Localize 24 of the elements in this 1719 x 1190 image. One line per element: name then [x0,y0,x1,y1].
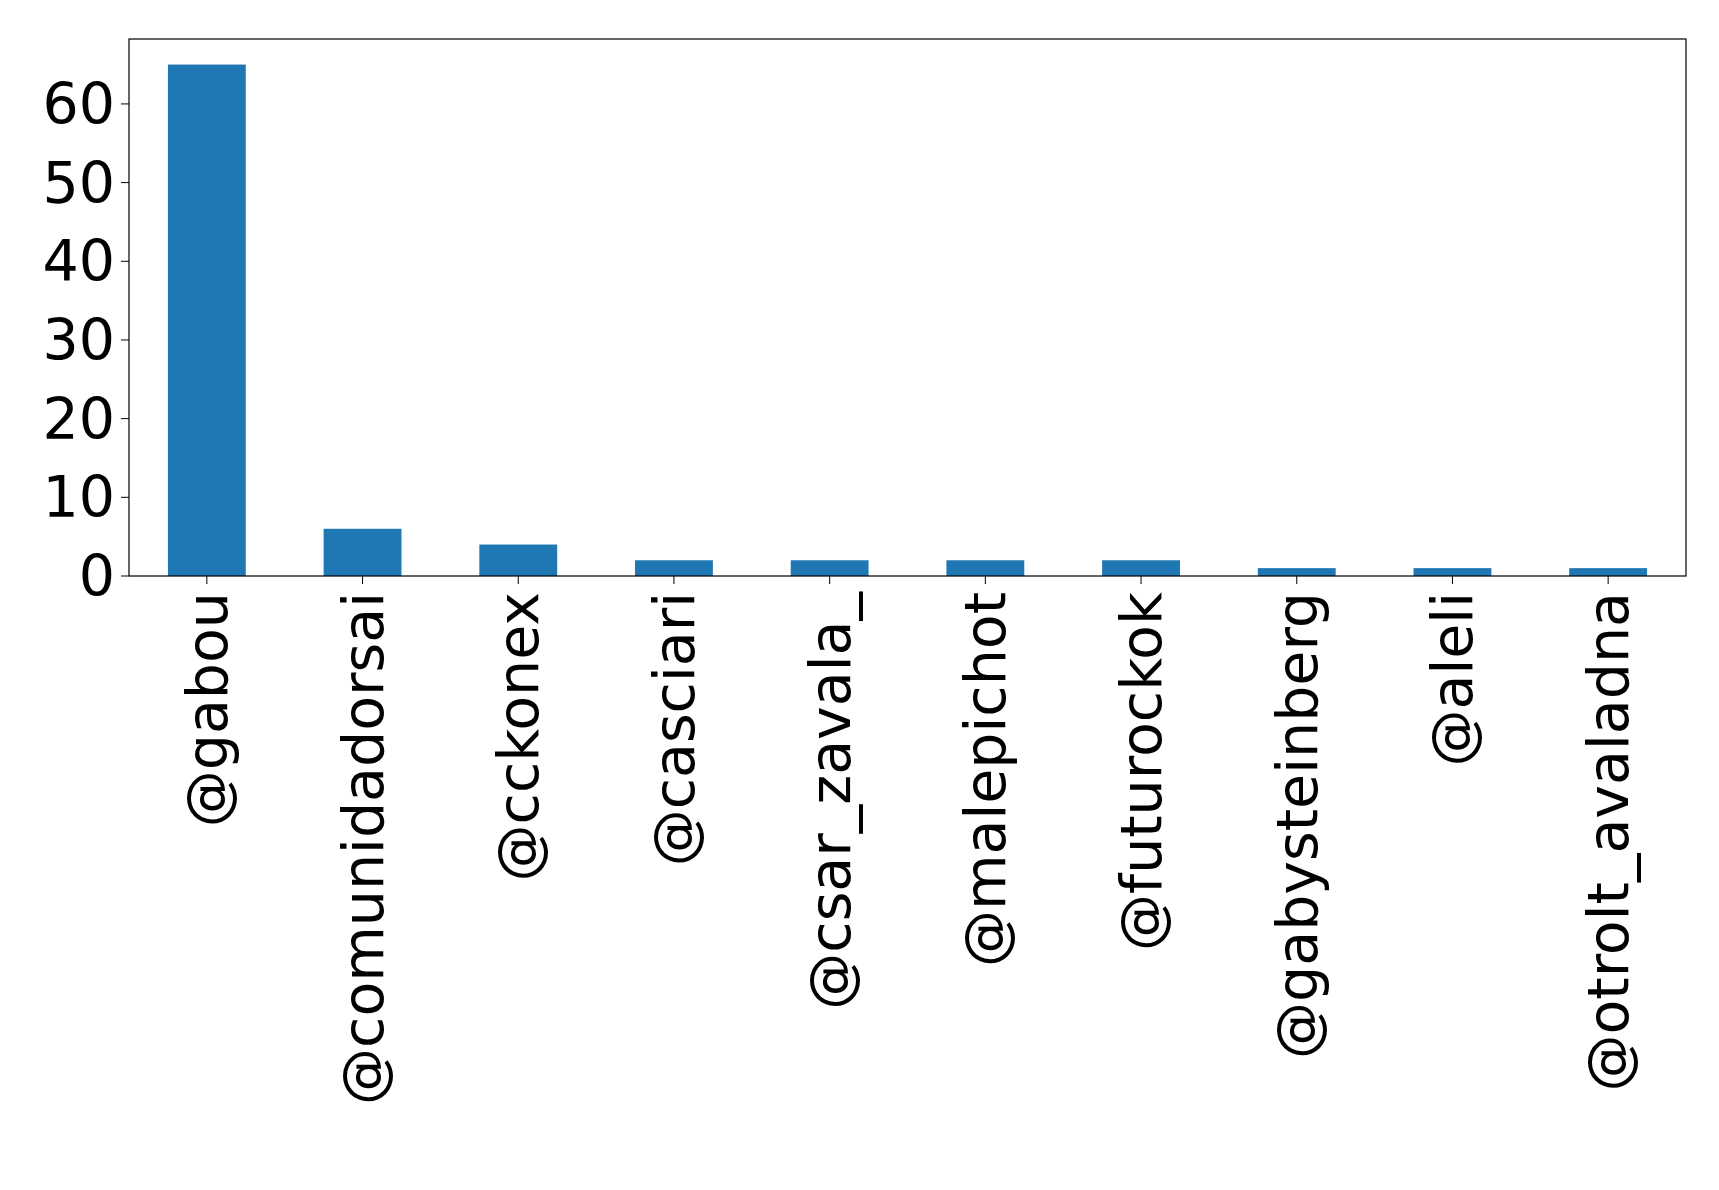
x-tick-label: @otrolt_avaladna [1575,592,1642,1092]
x-tick-label: @casciari [640,592,707,867]
y-tick-label: 20 [42,385,115,452]
y-tick-label: 0 [78,542,115,609]
x-tick-label: @futurockok [1108,592,1174,951]
bar [946,560,1025,576]
x-tick-label: @malepichot [952,592,1019,968]
bar [167,64,246,576]
y-tick-label: 60 [42,70,115,137]
x-tick-label: @gabou [173,592,240,828]
bar [323,528,402,576]
x-tick-label: @comunidadorsai [329,592,396,1105]
y-tick-label: 50 [42,149,115,216]
bar [635,560,713,576]
x-tick-label: @csar_zavala_ [796,590,863,1010]
bar [479,544,558,576]
y-tick-label: 40 [42,228,115,295]
bar [790,560,869,576]
x-tick-label: @cckonex [485,592,552,882]
x-tick-label: @aleli [1419,592,1486,767]
x-tick-label: @gabysteinberg [1263,592,1330,1059]
y-tick-label: 30 [42,306,115,373]
bar [1102,560,1180,576]
y-tick-label: 10 [42,464,115,531]
